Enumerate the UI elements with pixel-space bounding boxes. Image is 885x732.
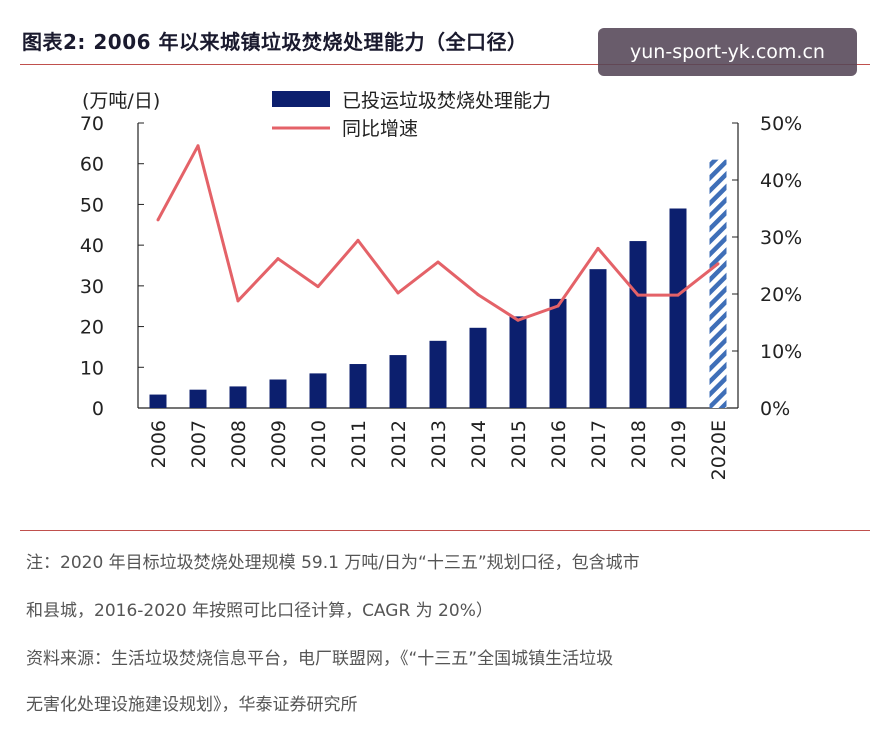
bar-2007 [189,389,207,408]
left-tick-label: 50 [80,194,104,216]
axes: 0 10 20 30 40 50 60 70 0% 10% 20% 30% 40% 50% [80,113,802,420]
bar-2018 [629,241,647,408]
x-tick-label: 2010 [308,420,330,468]
chart-title: 图表2: 2006 年以来城镇垃圾焚烧处理能力（全口径） [22,30,528,54]
title-divider [20,64,870,65]
bar-2016 [549,298,567,408]
note-line-1: 注：2020 年目标垃圾焚烧处理规模 59.1 万吨/日为“十三五”规划口径，包… [26,553,640,573]
legend: 已投运垃圾焚烧处理能力 同比增速 [272,90,551,140]
source-line-2: 无害化处理设施建设规划》，华泰证券研究所 [26,695,358,715]
bar-2010 [309,373,327,408]
growth-point-2011 [356,238,360,242]
left-tick-label: 20 [80,317,104,339]
bar-2014 [469,327,487,408]
x-tick-label: 2013 [428,420,450,468]
x-tick-label: 2019 [668,420,690,468]
left-tick-label: 60 [80,154,104,176]
bar-2017 [589,269,607,408]
x-tick-labels: 2006 2007 2008 2009 2010 2011 2012 2013 2014 2015… [148,420,730,480]
bar-2008 [229,386,247,408]
bar-2011 [349,364,367,408]
bar-2019 [669,208,687,408]
growth-point-2017 [596,246,600,250]
growth-line [156,144,720,322]
growth-point-2010 [316,285,320,289]
growth-point-2006 [156,218,160,222]
bar-2015 [509,316,527,408]
x-tick-label: 2016 [548,420,570,468]
source-line-1: 资料来源：生活垃圾焚烧信息平台，电厂联盟网，《“十三五”全国城镇生活垃圾 [26,649,614,669]
growth-point-2007 [196,144,200,148]
left-tick-label: 70 [80,113,104,135]
growth-point-2020E [716,262,720,266]
bar-projected-2020E [709,159,727,408]
right-tick-label: 30% [760,227,802,249]
growth-point-2013 [436,260,440,264]
watermark-badge: yun-sport-yk.com.cn [598,28,857,76]
growth-point-2009 [276,257,280,261]
legend-bar-label: 已投运垃圾焚烧处理能力 [342,90,551,112]
x-tick-label: 2015 [508,420,530,468]
x-tick-label: 2011 [348,420,370,468]
growth-point-2016 [556,304,560,308]
right-tick-label: 0% [760,398,790,420]
x-tick-label: 2017 [588,420,610,468]
left-tick-label: 40 [80,235,104,257]
bar-2009 [269,379,287,408]
growth-point-2012 [396,291,400,295]
x-tick-label: 2014 [468,420,490,468]
growth-point-2015 [516,318,520,322]
right-tick-label: 10% [760,341,802,363]
growth-point-2018 [636,293,640,297]
legend-bar-swatch [272,91,330,107]
x-tick-label: 2012 [388,420,410,468]
x-tick-label: 2020E [708,420,730,480]
x-tick-label: 2006 [148,420,170,468]
growth-point-2019 [676,293,680,297]
note-line-2: 和县城，2016-2020 年按照可比口径计算，CAGR 为 20%） [26,601,493,621]
bar-2012 [389,355,407,408]
x-tick-label: 2018 [628,420,650,468]
right-tick-label: 20% [760,284,802,306]
legend-line-label: 同比增速 [342,118,418,140]
bar-2006 [149,394,167,408]
left-tick-label: 0 [92,398,104,420]
x-tick-label: 2007 [188,420,210,468]
right-tick-label: 40% [760,170,802,192]
chart: (万吨/日) 已投运垃圾焚烧处理能力 同比增速 0102030405060700… [80,90,802,480]
left-axis-label: (万吨/日) [82,90,160,112]
growth-point-2014 [476,293,480,297]
bar-2013 [429,340,447,408]
left-tick-label: 30 [80,276,104,298]
left-tick-label: 10 [80,357,104,379]
notes-divider [20,530,870,531]
growth-point-2008 [236,299,240,303]
right-tick-label: 50% [760,113,802,135]
x-tick-label: 2009 [268,420,290,468]
x-tick-label: 2008 [228,420,250,468]
bars [149,159,727,408]
